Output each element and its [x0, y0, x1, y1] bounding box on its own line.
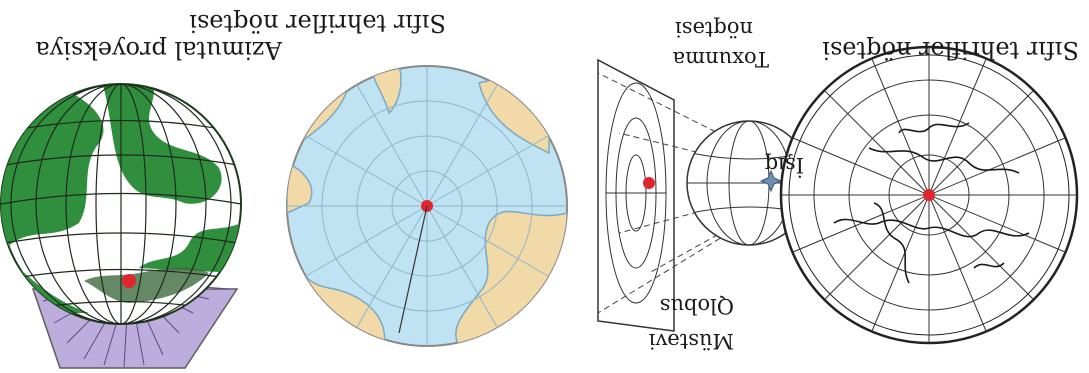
polar-map-figure	[286, 65, 568, 347]
label-plane: Müstəvi	[648, 329, 734, 353]
label-globe: Qlobus	[659, 294, 734, 318]
graticule-map-figure	[779, 45, 1079, 345]
projection-setup-figure	[597, 58, 815, 332]
label-azimuthal-projection: Azimutal proyeksiya	[35, 36, 282, 64]
center-dot-icon	[122, 274, 136, 288]
azimuthal-globe-figure	[0, 83, 242, 369]
graticule-coastlines	[833, 122, 1030, 284]
label-contact-line2: nöqtəsi	[675, 17, 753, 41]
center-dot-icon	[923, 189, 935, 201]
label-contact-line1: Toxunma	[672, 47, 769, 71]
center-dot-icon	[643, 177, 655, 189]
tangent-plane	[597, 58, 675, 332]
leader-line	[398, 205, 428, 334]
label-zero-distortion-left: Sıfır təhriflər nöqtəsi	[189, 9, 446, 37]
label-light: İşıq	[764, 153, 804, 177]
polar-map-graticule	[287, 66, 567, 346]
projected-grid	[605, 82, 667, 304]
light-star-icon	[759, 169, 783, 193]
label-zero-distortion-right: Sıfır təhriflər nöqtəsi	[822, 36, 1079, 64]
